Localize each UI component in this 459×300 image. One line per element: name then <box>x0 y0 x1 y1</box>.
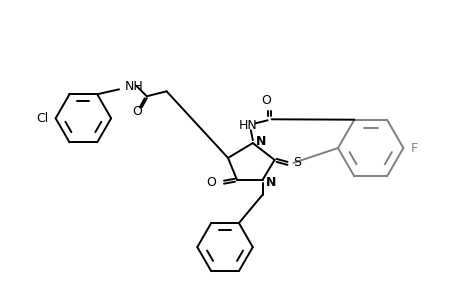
Text: Cl: Cl <box>36 112 49 125</box>
Text: O: O <box>261 94 271 107</box>
Text: N: N <box>255 135 266 148</box>
Text: O: O <box>206 176 216 189</box>
Text: NH: NH <box>125 80 143 93</box>
Text: F: F <box>409 142 416 154</box>
Text: N: N <box>265 176 275 189</box>
Text: S: S <box>293 156 301 170</box>
Text: HN: HN <box>238 119 257 132</box>
Text: O: O <box>132 105 141 118</box>
